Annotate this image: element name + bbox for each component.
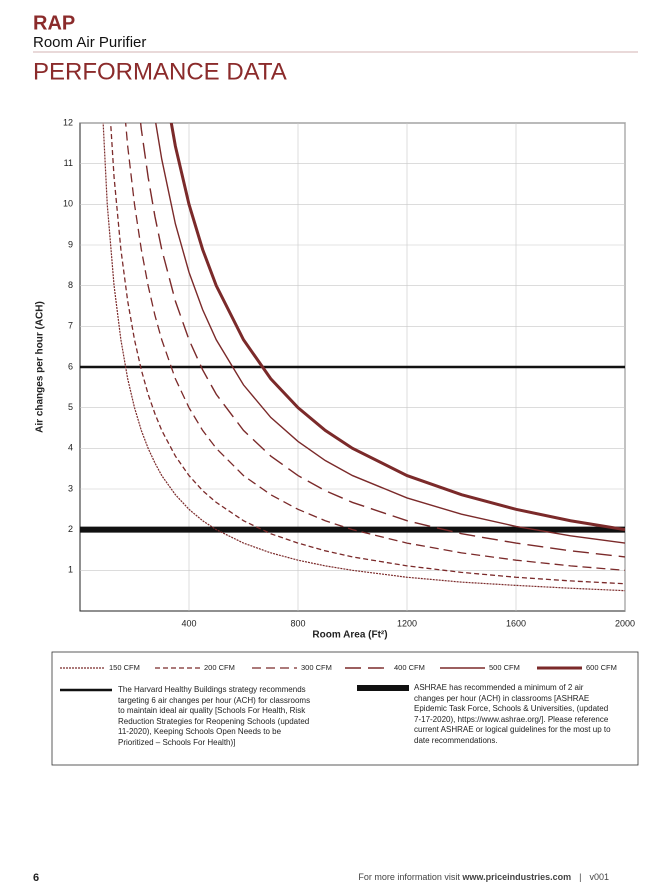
legend-box [51, 651, 639, 766]
legend-label: 400 CFM [394, 663, 425, 672]
x-tick-label: 800 [290, 618, 305, 628]
legend-label: 500 CFM [489, 663, 520, 672]
footer-separator: | [579, 872, 581, 882]
legend-label: 600 CFM [586, 663, 617, 672]
product-name: Room Air Purifier [33, 34, 146, 51]
series-line [102, 123, 625, 592]
page-number: 6 [33, 872, 39, 884]
y-tick-label: 3 [68, 483, 73, 493]
series-line [155, 123, 625, 544]
x-axis-label: Room Area (Ft²) [312, 630, 387, 641]
y-tick-label: 1 [68, 565, 73, 575]
legend-label: 200 CFM [204, 663, 235, 672]
footer-url: www.priceindustries.com [461, 872, 571, 882]
y-tick-label: 8 [68, 280, 73, 290]
x-tick-label: 2000 [615, 618, 635, 628]
legend-label: 150 CFM [109, 663, 140, 672]
legend-note: ASHRAE has recommended a minimum of 2 ai… [414, 683, 611, 745]
product-code: RAP [33, 12, 75, 34]
y-tick-label: 2 [68, 524, 73, 534]
section-title: PERFORMANCE DATA [33, 58, 287, 85]
y-tick-label: 11 [64, 158, 73, 168]
series-line [110, 123, 625, 585]
y-tick-label: 4 [68, 443, 73, 453]
y-axis-label: Air changes per hour (ACH) [35, 301, 46, 433]
y-tick-label: 5 [68, 402, 73, 412]
legend-label: 300 CFM [301, 663, 332, 672]
series-line [139, 123, 625, 558]
footer-version: v001 [589, 872, 609, 882]
plot-area [80, 123, 625, 592]
x-tick-label: 400 [181, 618, 196, 628]
footer-prefix: For more information visit [358, 872, 462, 882]
series-line [169, 123, 625, 532]
y-tick-label: 10 [63, 199, 73, 209]
footer-text: For more information visit www.priceindu… [358, 872, 609, 882]
x-tick-label: 1600 [506, 618, 526, 628]
y-tick-label: 7 [68, 321, 73, 331]
x-tick-label: 1200 [397, 618, 417, 628]
y-tick-label: 6 [68, 361, 73, 371]
legend-note: The Harvard Healthy Buildings strategy r… [118, 685, 311, 747]
y-tick-label: 12 [63, 117, 73, 127]
series-line [124, 123, 625, 571]
y-tick-label: 9 [68, 239, 73, 249]
